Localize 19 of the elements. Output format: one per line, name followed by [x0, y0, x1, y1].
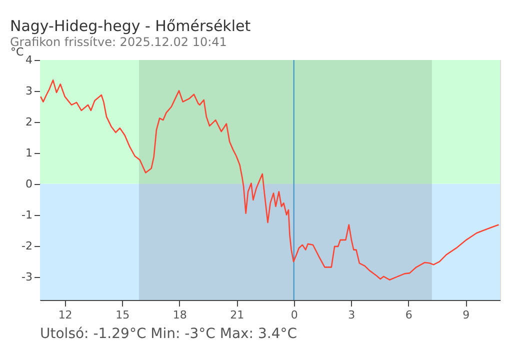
y-tick-label: -1 [22, 208, 32, 222]
chart-title: Nagy-Hideg-hegy - Hőmérséklet [10, 17, 251, 35]
x-tick-label: 3 [348, 308, 356, 322]
text: Utolsó: -1.29°C Min: -3°C Max: 3.4°C [40, 326, 298, 342]
line-series [40, 79, 500, 281]
y-tick-label: 4 [26, 54, 32, 66]
y-tick-label: 3 [26, 84, 32, 98]
x-tick-label: 15 [116, 308, 130, 322]
y-tick-label: -3 [22, 270, 32, 284]
x-tick-label: 6 [405, 308, 412, 322]
y-tick-label: 1 [26, 146, 32, 160]
x-tick-label: 21 [230, 308, 244, 322]
y-tick-label: -2 [22, 239, 32, 252]
x-tick-label: 0 [290, 308, 298, 322]
x-tick-label: 9 [462, 308, 470, 322]
y-tick-label: 2 [26, 115, 32, 128]
x-tick-label: 12 [58, 308, 72, 322]
y-tick-label: 0 [26, 177, 32, 190]
x-tick-label: 18 [172, 308, 187, 322]
